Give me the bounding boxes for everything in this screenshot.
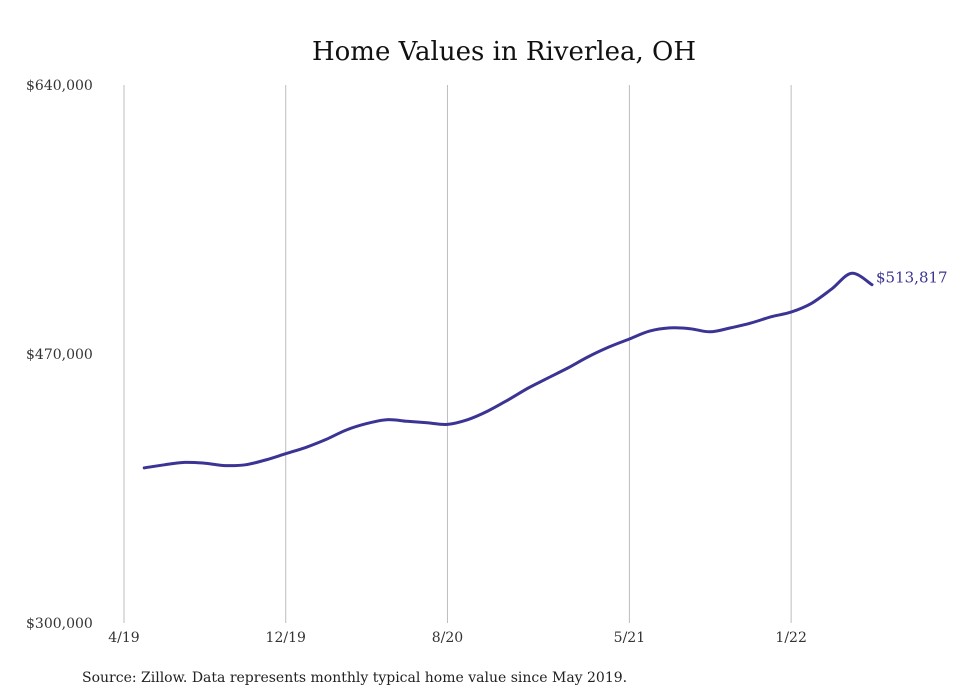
end-value-label: $513,817 — [876, 269, 948, 287]
y-tick-label: $470,000 — [26, 347, 93, 363]
x-tick-label: 12/19 — [266, 630, 306, 646]
chart-title: Home Values in Riverlea, OH — [312, 37, 696, 67]
y-tick-label: $300,000 — [26, 616, 93, 632]
series-line-0 — [142, 271, 874, 470]
x-tick-label: 4/19 — [108, 630, 139, 646]
x-axis-ticks: 4/19 12/19 8/20 5/21 1/22 — [108, 630, 807, 646]
x-tick-label: 1/22 — [775, 630, 806, 646]
x-tick-label: 5/21 — [614, 630, 645, 646]
series-group: $513,817 — [142, 269, 948, 470]
grid-lines — [123, 85, 792, 623]
x-tick-label: 8/20 — [432, 630, 463, 646]
source-note: Source: Zillow. Data represents monthly … — [82, 670, 627, 686]
y-axis-ticks: $640,000 $470,000 $300,000 — [26, 78, 93, 632]
y-tick-label: $640,000 — [26, 78, 93, 94]
